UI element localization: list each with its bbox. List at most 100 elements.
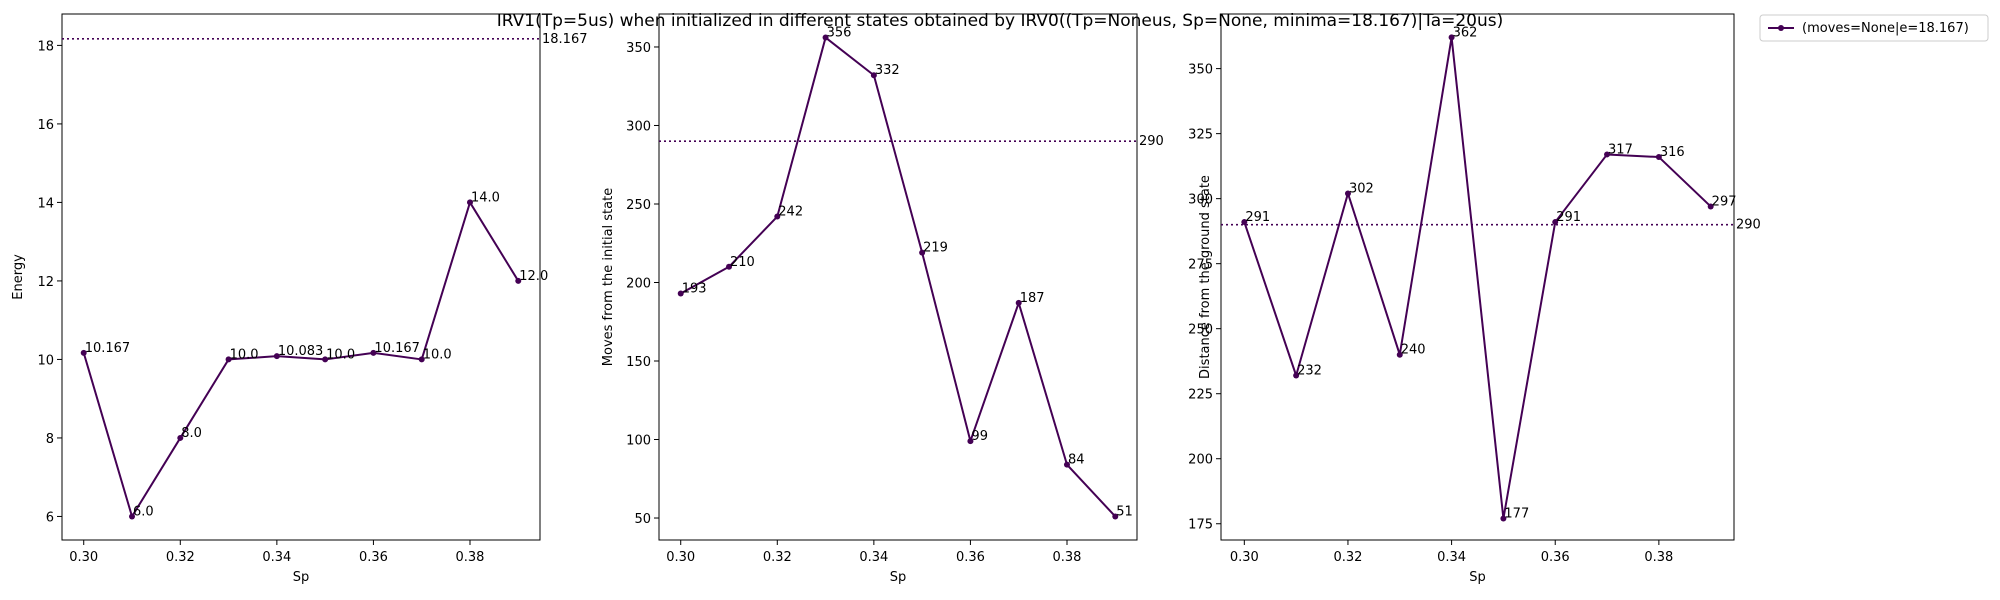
y-tick-label: 250 <box>1188 323 1213 338</box>
data-label: 317 <box>1608 142 1633 157</box>
x-tick-label: 0.36 <box>1541 550 1570 565</box>
data-point <box>1015 299 1022 306</box>
y-axis-label: Moves from the initial state <box>601 188 616 366</box>
y-tick-label: 200 <box>626 276 651 291</box>
data-label: 10.083 <box>278 344 324 359</box>
data-label: 291 <box>1245 210 1270 225</box>
x-tick-label: 0.38 <box>1644 550 1673 565</box>
x-tick-label: 0.36 <box>956 550 985 565</box>
data-point <box>418 356 425 363</box>
x-tick-label: 0.38 <box>456 550 485 565</box>
x-tick-label: 0.38 <box>1053 550 1082 565</box>
series-line <box>680 36 1117 518</box>
axes-frame <box>1220 13 1735 541</box>
data-point <box>822 34 829 41</box>
data-label: 242 <box>778 205 803 220</box>
axes-frame <box>61 13 541 541</box>
data-label: 6.0 <box>133 504 154 519</box>
data-label: 193 <box>682 281 707 296</box>
data-point <box>726 263 733 270</box>
subplot-3: 0.30 0.32 0.34 0.36 0.38 175 200 225 250 275 300 32… <box>1188 13 1761 585</box>
y-tick-label: 175 <box>1188 518 1213 533</box>
y-tick-label: 14 <box>37 196 54 211</box>
data-label: 332 <box>875 63 900 78</box>
y-tick-label: 50 <box>634 512 651 527</box>
data-label: 84 <box>1068 453 1085 468</box>
data-label: 10.167 <box>374 341 420 356</box>
x-tick-label: 0.32 <box>763 550 792 565</box>
data-label: 291 <box>1556 210 1581 225</box>
data-point <box>1344 190 1351 197</box>
data-point <box>370 349 377 356</box>
data-label: 219 <box>923 241 948 256</box>
data-label: 297 <box>1712 194 1737 209</box>
y-tick-label: 16 <box>37 118 54 133</box>
reference-line-label: 290 <box>1139 134 1164 149</box>
data-label: 210 <box>730 255 755 270</box>
data-point <box>1655 154 1662 161</box>
data-label: 356 <box>827 26 852 41</box>
data-label: 10.0 <box>423 347 452 362</box>
y-tick-label: 300 <box>626 119 651 134</box>
x-tick-label: 0.34 <box>1437 550 1466 565</box>
y-tick-label: 350 <box>626 41 651 56</box>
data-label: 302 <box>1349 181 1374 196</box>
x-tick-label: 0.30 <box>666 550 695 565</box>
data-point <box>919 249 926 256</box>
y-tick-label: 300 <box>1188 193 1213 208</box>
x-axis-label: Sp <box>890 570 907 585</box>
legend-box <box>1759 14 1989 42</box>
data-point <box>273 353 280 360</box>
subplot-1: 0.30 0.32 0.34 0.36 0.38 6 8 10 12 14 16 18 Sp Energy… <box>11 13 588 585</box>
y-tick-label: 6 <box>46 510 54 525</box>
data-label: 240 <box>1401 343 1426 358</box>
y-tick-label: 12 <box>37 275 54 290</box>
y-tick-label: 18 <box>37 39 54 54</box>
data-point <box>1552 219 1559 226</box>
series-line <box>82 201 520 518</box>
data-point <box>1396 351 1403 358</box>
data-point <box>870 72 877 79</box>
data-point <box>1112 513 1119 520</box>
data-label: 8.0 <box>181 426 202 441</box>
data-label: 232 <box>1297 364 1322 379</box>
data-point <box>1241 219 1248 226</box>
data-label: 99 <box>971 429 988 444</box>
subplot-2: 0.30 0.32 0.34 0.36 0.38 50 100 150 200 250 300 350… <box>601 13 1164 585</box>
data-point <box>677 290 684 297</box>
data-point <box>1293 372 1300 379</box>
x-tick-label: 0.30 <box>69 550 98 565</box>
y-tick-label: 200 <box>1188 453 1213 468</box>
y-tick-label: 350 <box>1188 63 1213 78</box>
y-tick-label: 250 <box>626 198 651 213</box>
reference-line-label: 18.167 <box>542 32 588 47</box>
data-point <box>1500 515 1507 522</box>
data-point <box>1604 151 1611 158</box>
y-tick-label: 225 <box>1188 388 1213 403</box>
x-tick-label: 0.30 <box>1230 550 1259 565</box>
figure-title: IRV1(Tp=5us) when initialized in differe… <box>497 11 1504 31</box>
y-tick-label: 325 <box>1188 128 1213 143</box>
x-tick-label: 0.32 <box>166 550 195 565</box>
data-label: 177 <box>1504 507 1529 522</box>
x-tick-label: 0.36 <box>359 550 388 565</box>
y-axis-label: Distance from the ground state <box>1198 175 1213 379</box>
y-tick-label: 150 <box>626 355 651 370</box>
x-tick-label: 0.34 <box>859 550 888 565</box>
data-label: 51 <box>1116 504 1133 519</box>
data-label: 362 <box>1453 25 1478 40</box>
y-tick-label: 8 <box>46 432 54 447</box>
x-tick-label: 0.32 <box>1333 550 1362 565</box>
data-point <box>1063 461 1070 468</box>
data-point <box>515 277 522 284</box>
data-point <box>466 199 473 206</box>
data-label: 10.167 <box>85 341 130 356</box>
subplots: 0.30 0.32 0.34 0.36 0.38 6 8 10 12 14 16 18 Sp Energy… <box>11 13 1761 585</box>
data-point <box>177 434 184 441</box>
y-tick-label: 275 <box>1188 258 1213 273</box>
legend-marker-swatch <box>1778 25 1784 31</box>
axes-frame <box>658 13 1138 541</box>
data-point <box>322 356 329 363</box>
data-point <box>129 513 136 520</box>
